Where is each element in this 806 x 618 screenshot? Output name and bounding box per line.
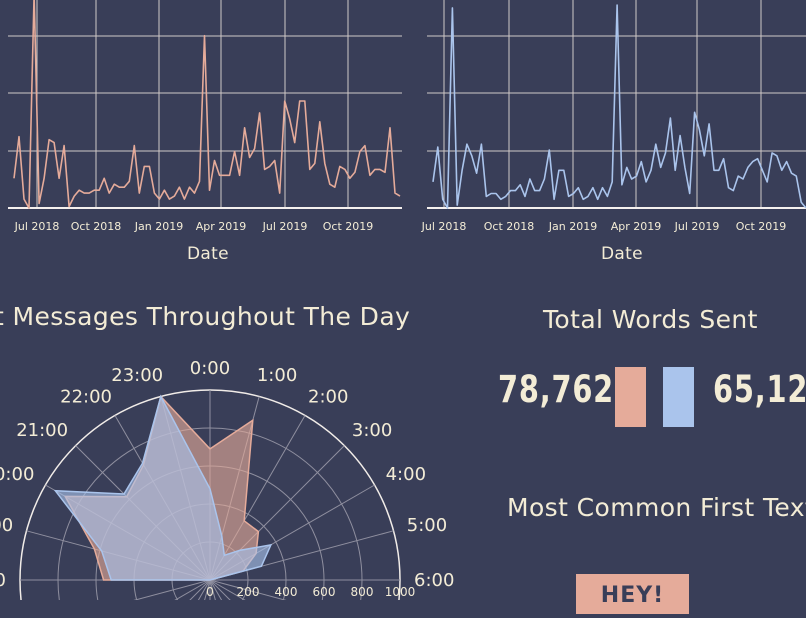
radar-theta-label: 0:00 [190,358,230,379]
radar-theta-label: 22:00 [60,386,112,407]
radar-theta-label: 2:00 [308,386,348,407]
total-words-title: Total Words Sent [543,305,758,334]
x-tick-label: Jan 2019 [134,220,183,233]
radar-spoke [209,579,246,600]
x-tick-label: Oct 2018 [484,220,535,233]
x-tick-label: Jul 2018 [14,220,60,233]
radar-theta-label: 5:00 [407,515,447,536]
x-tick-label: Apr 2019 [611,220,662,233]
radar-series-area [53,394,273,581]
radar-theta-label: 18:00 [0,570,6,591]
radar-theta-label: 6:00 [414,570,454,591]
radar-theta-label: 20:00 [0,464,34,485]
radar-spoke [174,579,211,600]
radar-r-tick-label: 0 [206,585,214,599]
radar-spoke [133,579,211,600]
radar-theta-label: 3:00 [352,420,392,441]
radar-r-tick-label: 800 [351,585,374,599]
x-tick-label: Oct 2018 [71,220,122,233]
series-a-swatch [615,367,646,427]
radar-spoke [204,579,211,600]
line-chart-right-xlabel: Date [601,244,643,264]
radar-spoke [197,579,211,600]
first-text-title: Most Common First Text [507,493,806,522]
x-tick-label: Jan 2019 [548,220,597,233]
radar-chart-title: Text Messages Throughout The Day [0,302,411,331]
x-tick-label: Jul 2019 [262,220,308,233]
radar-theta-label: 23:00 [111,365,163,386]
radar-theta-label: 4:00 [386,464,426,485]
radar-r-tick-label: 200 [237,585,260,599]
series-line [13,0,401,209]
total-words-value-b: 65,127 [713,368,806,411]
radar-theta-label: 19:00 [0,515,13,536]
series-line [432,4,806,209]
first-text-badge: HEY! [576,574,689,614]
x-tick-label: Oct 2019 [736,220,787,233]
x-tick-label: Jul 2019 [674,220,720,233]
radar-r-tick-label: 600 [313,585,336,599]
radar-chart: 0:001:002:003:004:005:006:007:008:009:00… [0,358,454,600]
total-words-value-a: 78,762 [498,368,615,411]
series-b-swatch [663,367,694,427]
x-tick-label: Jul 2018 [421,220,467,233]
radar-r-tick-label: 1000 [385,585,416,599]
radar-theta-label: 1:00 [257,365,297,386]
line-chart-right: Jul 2018 Oct 2018 Jan 2019 Apr 2019 Jul 2019… [421,0,806,233]
radar-spoke [209,579,287,600]
line-chart-left-xlabel: Date [187,244,229,264]
radar-r-tick-label: 400 [275,585,298,599]
radar-theta-label: 21:00 [16,420,68,441]
line-chart-left: Jul 2018 Oct 2018 Jan 2019 Apr 2019 Jul 2019… [8,0,402,233]
x-tick-label: Oct 2019 [323,220,374,233]
x-tick-label: Apr 2019 [196,220,247,233]
